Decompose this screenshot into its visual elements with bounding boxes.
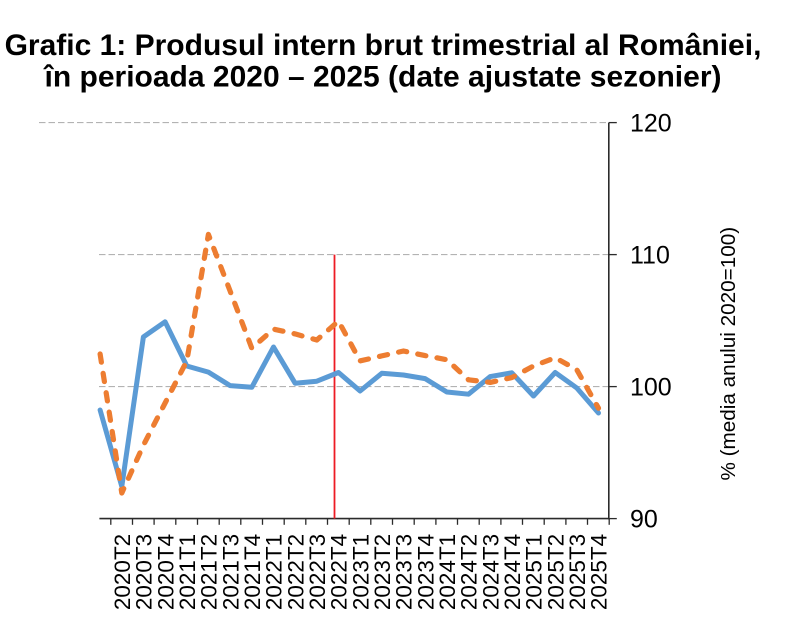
svg-text:2022T1: 2022T1 bbox=[262, 534, 287, 610]
svg-text:2020T4: 2020T4 bbox=[153, 534, 178, 610]
svg-text:2021T2: 2021T2 bbox=[197, 534, 222, 610]
svg-text:2020T2: 2020T2 bbox=[110, 534, 135, 610]
svg-text:2021T3: 2021T3 bbox=[218, 534, 243, 610]
svg-text:2020T3: 2020T3 bbox=[132, 534, 157, 610]
svg-text:2023T3: 2023T3 bbox=[392, 534, 417, 610]
svg-text:2023T2: 2023T2 bbox=[370, 534, 395, 610]
svg-text:în perioada 2020 – 2025 (date: în perioada 2020 – 2025 (date ajustate s… bbox=[43, 60, 722, 93]
svg-text:90: 90 bbox=[630, 505, 658, 533]
svg-text:2025T4: 2025T4 bbox=[587, 534, 612, 610]
svg-text:2024T2: 2024T2 bbox=[457, 534, 482, 610]
svg-text:% (media anului 2020=100): % (media anului 2020=100) bbox=[717, 227, 740, 481]
svg-text:110: 110 bbox=[630, 241, 670, 269]
svg-text:2024T3: 2024T3 bbox=[478, 534, 503, 610]
svg-text:120: 120 bbox=[630, 109, 672, 137]
svg-text:100: 100 bbox=[630, 373, 672, 401]
svg-text:2023T1: 2023T1 bbox=[348, 534, 373, 610]
svg-text:2022T4: 2022T4 bbox=[327, 534, 352, 610]
svg-text:2024T4: 2024T4 bbox=[500, 534, 525, 610]
svg-text:2021T4: 2021T4 bbox=[240, 534, 265, 610]
svg-text:2021T1: 2021T1 bbox=[175, 534, 200, 610]
svg-text:2022T3: 2022T3 bbox=[305, 534, 330, 610]
svg-text:2025T3: 2025T3 bbox=[565, 534, 590, 610]
svg-text:2025T2: 2025T2 bbox=[543, 534, 568, 610]
svg-text:2022T2: 2022T2 bbox=[283, 534, 308, 610]
svg-text:2023T4: 2023T4 bbox=[413, 534, 438, 610]
svg-text:2024T1: 2024T1 bbox=[435, 534, 460, 610]
svg-text:Grafic 1: Produsul intern brut: Grafic 1: Produsul intern brut trimestri… bbox=[5, 29, 762, 62]
svg-text:2025T1: 2025T1 bbox=[522, 534, 547, 610]
